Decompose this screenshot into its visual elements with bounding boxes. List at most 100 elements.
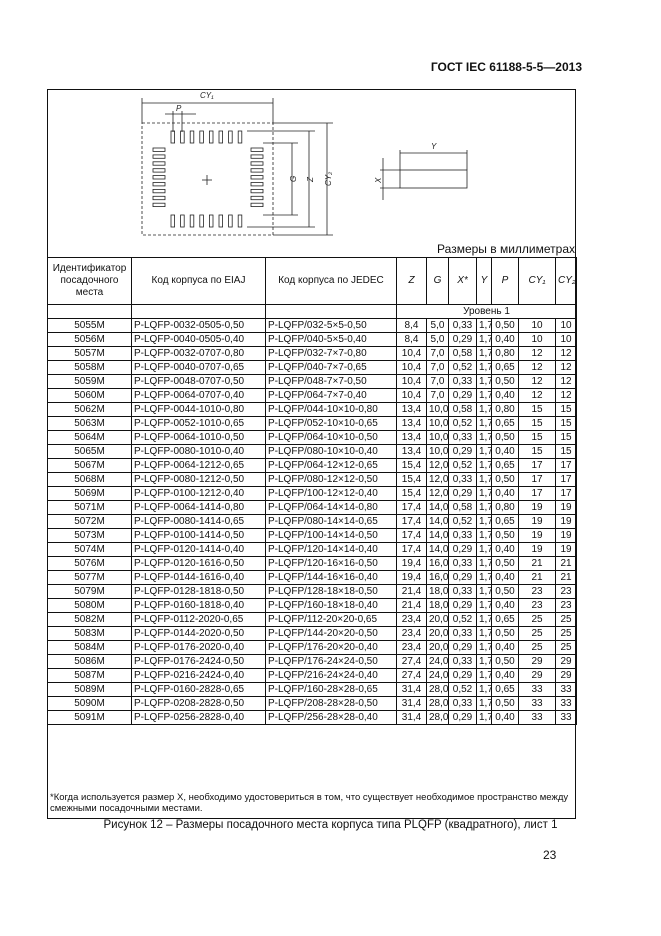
cell-x: 0,33: [448, 584, 477, 599]
cell-jedec: P-LQFP/144-20×20-0,50: [265, 626, 397, 641]
units-note: Размеры в миллиметрах: [437, 242, 575, 256]
cell-z: 15,4: [396, 472, 427, 487]
cell-cy1: 21: [518, 556, 556, 571]
cell-cy1: 23: [518, 598, 556, 613]
cell-y: 1,7: [476, 612, 492, 627]
cell-g: 14,0: [426, 542, 449, 557]
table-row: 5084M P-LQFP-0176-2020-0,40 P-LQFP/176-20×…: [47, 640, 577, 655]
cell-y: 1,7: [476, 514, 492, 529]
cell-g: 14,0: [426, 500, 449, 515]
col-header-y: Y: [476, 257, 492, 305]
col-header-x: X*: [448, 257, 477, 305]
cell-jedec: P-LQFP/176-24×24-0,50: [265, 654, 397, 669]
pad: [152, 168, 166, 173]
col-header-id: Идентификатор посадочного места: [47, 257, 132, 305]
pad: [208, 130, 214, 144]
cell-y: 1,7: [476, 528, 492, 543]
pad: [152, 147, 166, 152]
cell-cy1: 25: [518, 626, 556, 641]
cell-eiaj: P-LQFP-0120-1616-0,50: [131, 556, 266, 571]
cell-y: 1,7: [476, 374, 492, 389]
cell-cy2: 21: [555, 570, 577, 585]
cell-z: 10,4: [396, 374, 427, 389]
table-row: 5079M P-LQFP-0128-1818-0,50 P-LQFP/128-18×…: [47, 584, 577, 599]
cell-z: 27,4: [396, 668, 427, 683]
cell-id: 5087M: [47, 668, 132, 683]
pad: [180, 130, 185, 144]
cell-p: 0,50: [491, 584, 519, 599]
table-row: 5090M P-LQFP-0208-2828-0,50 P-LQFP/208-28×…: [47, 696, 577, 711]
pad: [250, 154, 264, 159]
cell-id: 5059M: [47, 374, 132, 389]
cell-p: 0,65: [491, 458, 519, 473]
cell-g: 14,0: [426, 514, 449, 529]
cell-x: 0,29: [448, 542, 477, 557]
cell-g: 28,0: [426, 710, 449, 725]
cell-cy2: 25: [555, 640, 577, 655]
cell-cy2: 12: [555, 346, 577, 361]
cell-z: 17,4: [396, 514, 427, 529]
cell-id: 5057M: [47, 346, 132, 361]
cell-y: 1,7: [476, 570, 492, 585]
cell-y: 1,7: [476, 696, 492, 711]
courtyard-outline: [141, 122, 274, 236]
cell-g: 14,0: [426, 528, 449, 543]
cell-p: 0,50: [491, 626, 519, 641]
cell-y: 1,7: [476, 486, 492, 501]
cell-g: 20,0: [426, 640, 449, 655]
cell-eiaj: P-LQFP-0216-2424-0,40: [131, 668, 266, 683]
cell-g: 18,0: [426, 584, 449, 599]
cell-g: 16,0: [426, 570, 449, 585]
cell-cy1: 33: [518, 682, 556, 697]
cell-id: 5064M: [47, 430, 132, 445]
pad: [228, 214, 233, 228]
cell-cy1: 15: [518, 430, 556, 445]
cell-cy2: 12: [555, 360, 577, 375]
standard-header: ГОСТ IEC 61188-5-5—2013: [430, 60, 582, 74]
cell-eiaj: P-LQFP-0144-1616-0,40: [131, 570, 266, 585]
cell-id: 5068M: [47, 472, 132, 487]
cell-eiaj: P-LQFP-0160-2828-0,65: [131, 682, 266, 697]
cell-x: 0,58: [448, 346, 477, 361]
table-row: 5057M P-LQFP-0032-0707-0,80 P-LQFP/032-7×7…: [47, 346, 577, 361]
cell-jedec: P-LQFP/040-5×5-0,40: [265, 332, 397, 347]
cell-cy2: 15: [555, 430, 577, 445]
cell-id: 5079M: [47, 584, 132, 599]
header-row: Идентификатор посадочного места Код корп…: [47, 257, 577, 305]
pad: [218, 130, 223, 144]
cell-x: 0,29: [448, 332, 477, 347]
pad: [170, 130, 175, 144]
cell-x: 0,33: [448, 556, 477, 571]
cell-g: 7,0: [426, 388, 449, 403]
cell-g: 12,0: [426, 472, 449, 487]
cell-p: 0,50: [491, 374, 519, 389]
cell-jedec: P-LQFP/064-14×14-0,80: [265, 500, 397, 515]
cell-p: 0,40: [491, 486, 519, 501]
cell-jedec: P-LQFP/112-20×20-0,65: [265, 612, 397, 627]
cell-x: 0,33: [448, 626, 477, 641]
cell-jedec: P-LQFP/064-10×10-0,50: [265, 430, 397, 445]
cell-z: 8,4: [396, 332, 427, 347]
cell-cy1: 21: [518, 570, 556, 585]
cell-p: 0,65: [491, 682, 519, 697]
cell-id: 5071M: [47, 500, 132, 515]
pad: [152, 202, 166, 207]
cell-x: 0,33: [448, 472, 477, 487]
table-row: 5071M P-LQFP-0064-1414-0,80 P-LQFP/064-14×…: [47, 500, 577, 515]
footnote: *Когда используется размер X, необходимо…: [50, 792, 569, 814]
pad: [250, 147, 264, 152]
cell-p: 0,40: [491, 388, 519, 403]
cell-p: 0,40: [491, 640, 519, 655]
cell-g: 24,0: [426, 654, 449, 669]
pad: [152, 188, 166, 194]
cell-cy2: 23: [555, 584, 577, 599]
cell-z: 31,4: [396, 696, 427, 711]
cell-g: 20,0: [426, 612, 449, 627]
table-row: 5074M P-LQFP-0120-1414-0,40 P-LQFP/120-14×…: [47, 542, 577, 557]
cell-p: 0,50: [491, 318, 519, 333]
cell-z: 31,4: [396, 682, 427, 697]
cell-g: 5,0: [426, 318, 449, 333]
table-row: 5068M P-LQFP-0080-1212-0,50 P-LQFP/080-12×…: [47, 472, 577, 487]
table-row: 5073M P-LQFP-0100-1414-0,50 P-LQFP/100-14×…: [47, 528, 577, 543]
